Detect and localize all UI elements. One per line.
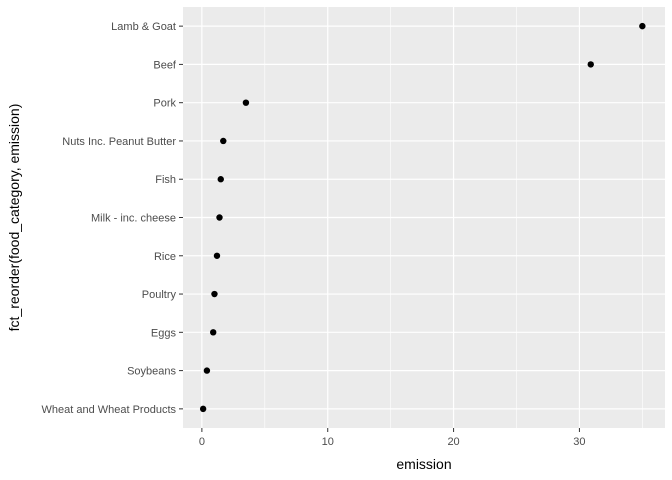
data-point bbox=[203, 367, 211, 374]
y-tick-label: Lamb & Goat bbox=[111, 21, 176, 33]
y-tick-label: Fish bbox=[155, 174, 176, 186]
data-point bbox=[210, 329, 217, 336]
y-tick-label: Soybeans bbox=[127, 366, 176, 378]
y-tick-label: Pork bbox=[153, 98, 176, 110]
y-tick-label: Wheat and Wheat Products bbox=[41, 404, 176, 416]
x-tick-label: 10 bbox=[322, 436, 334, 448]
y-axis-title: fct_reorder(food_category, emission) bbox=[6, 104, 22, 332]
y-tick-label: Milk - inc. cheese bbox=[91, 213, 176, 225]
x-tick-label: 20 bbox=[447, 436, 459, 448]
data-point bbox=[213, 252, 221, 259]
x-tick-label: 0 bbox=[199, 436, 205, 448]
data-point bbox=[639, 22, 646, 30]
y-tick-label: Eggs bbox=[151, 327, 177, 339]
x-tick-label: 30 bbox=[573, 436, 585, 448]
y-axis: Lamb & Goat Beef Pork Nuts Inc. Peanut Butt… bbox=[41, 21, 183, 416]
major-gridlines bbox=[183, 7, 665, 428]
y-tick-label: Nuts Inc. Peanut Butter bbox=[62, 136, 176, 148]
data-points bbox=[199, 22, 646, 413]
data-point bbox=[216, 214, 223, 221]
data-point bbox=[220, 137, 227, 145]
data-point bbox=[211, 290, 218, 298]
data-point bbox=[217, 176, 224, 183]
data-point bbox=[587, 61, 594, 68]
y-tick-label: Rice bbox=[154, 251, 176, 263]
y-tick-label: Beef bbox=[153, 59, 177, 71]
x-axis: 0 10 20 30 bbox=[199, 428, 586, 448]
data-point bbox=[242, 99, 250, 106]
y-tick-label: Poultry bbox=[142, 289, 177, 301]
data-point bbox=[199, 405, 207, 413]
x-axis-title: emission bbox=[396, 456, 451, 472]
